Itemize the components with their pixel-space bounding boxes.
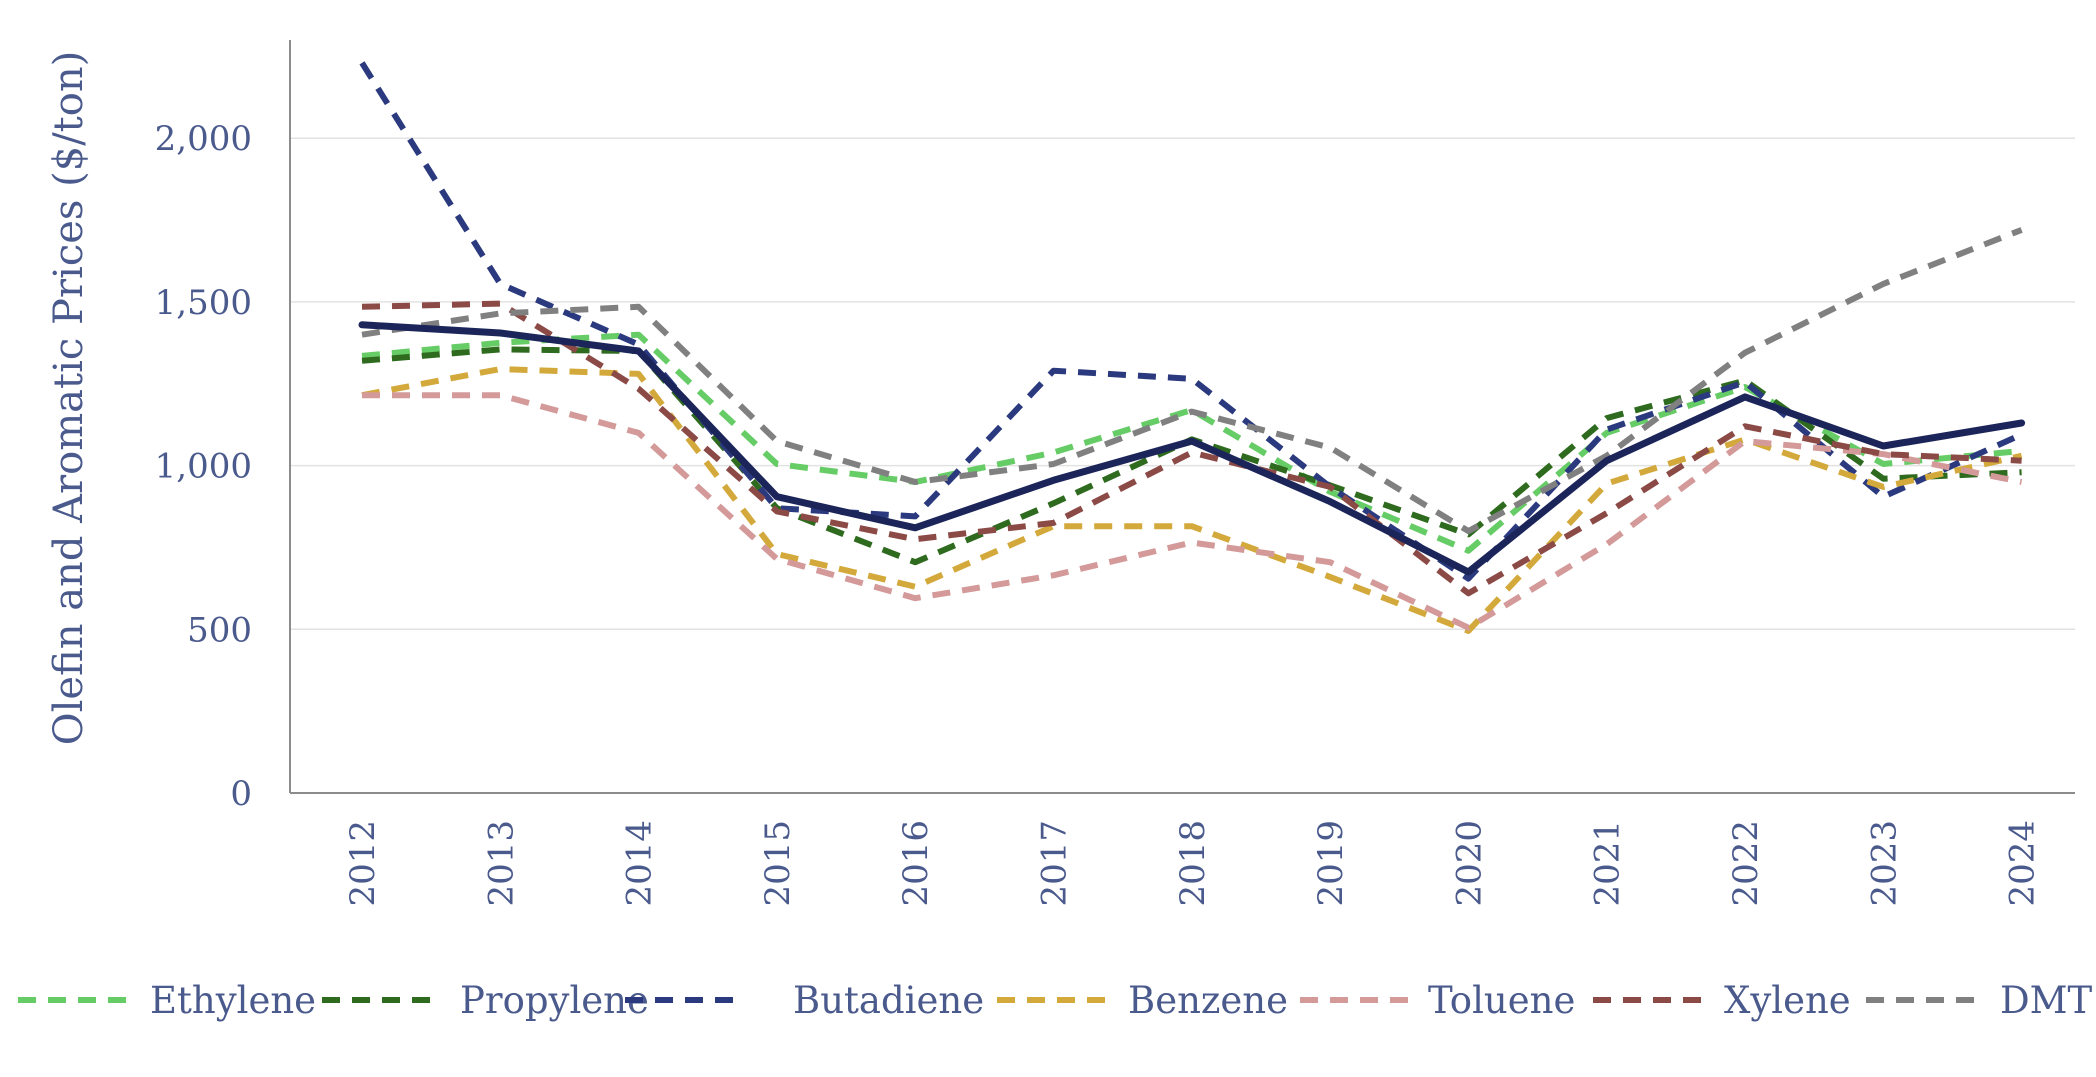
legend: Ethylene Propylene Butadiene Benzene Toluene…	[18, 979, 2093, 1022]
legend-label-propylene: Propylene	[460, 979, 649, 1022]
x-tick-label: 2020	[1449, 820, 1489, 907]
toluene-series-line	[362, 392, 2023, 631]
y-tick-labels: 0 500 1,000 1,500 2,000	[155, 119, 252, 814]
y-tick-label: 0	[230, 774, 252, 814]
legend-label-butadiene: Butadiene	[793, 979, 984, 1022]
x-tick-label: 2012	[343, 820, 383, 907]
x-tick-labels: 2012 2013 2014 2015 2016 2017 2018 2019 2020 2021…	[343, 820, 2043, 907]
x-tick-label: 2014	[620, 820, 660, 907]
x-tick-label: 2019	[1311, 820, 1351, 907]
x-tick-label: 2015	[758, 820, 798, 907]
dmt-series-line	[361, 227, 2023, 535]
propylene-series-line	[361, 346, 2022, 566]
x-tick-label: 2018	[1173, 820, 1213, 907]
x-tick-label: 2024	[2003, 820, 2043, 907]
x-tick-label: 2016	[896, 820, 936, 907]
legend-label-dmt: DMT	[2000, 979, 2093, 1022]
gridlines	[290, 137, 2075, 631]
x-tick-label: 2022	[1726, 820, 1766, 907]
legend-label-benzene: Benzene	[1128, 979, 1288, 1022]
y-tick-label: 500	[187, 610, 252, 650]
legend-label-xylene: Xylene	[1724, 979, 1851, 1022]
benzene-series-line	[361, 366, 2023, 634]
butadiene-series-line	[359, 61, 2023, 582]
x-tick-label: 2017	[1035, 820, 1075, 907]
y-tick-label: 1,500	[155, 283, 252, 323]
y-axis-title: Olefin and Aromatic Prices ($/ton)	[46, 51, 92, 745]
y-tick-label: 1,000	[155, 447, 252, 487]
legend-label-ethylene: Ethylene	[150, 979, 316, 1022]
x-tick-label: 2021	[1588, 820, 1628, 907]
legend-label-toluene: Toluene	[1428, 979, 1575, 1022]
series-lines	[358, 61, 2026, 634]
x-tick-label: 2013	[481, 820, 521, 907]
y-tick-label: 2,000	[155, 119, 252, 159]
x-tick-label: 2023	[1864, 820, 1904, 907]
average-series-line	[358, 321, 2026, 576]
ethylene-series-line	[361, 331, 2022, 554]
xylene-series-line	[361, 300, 2022, 597]
axes	[289, 40, 2075, 794]
